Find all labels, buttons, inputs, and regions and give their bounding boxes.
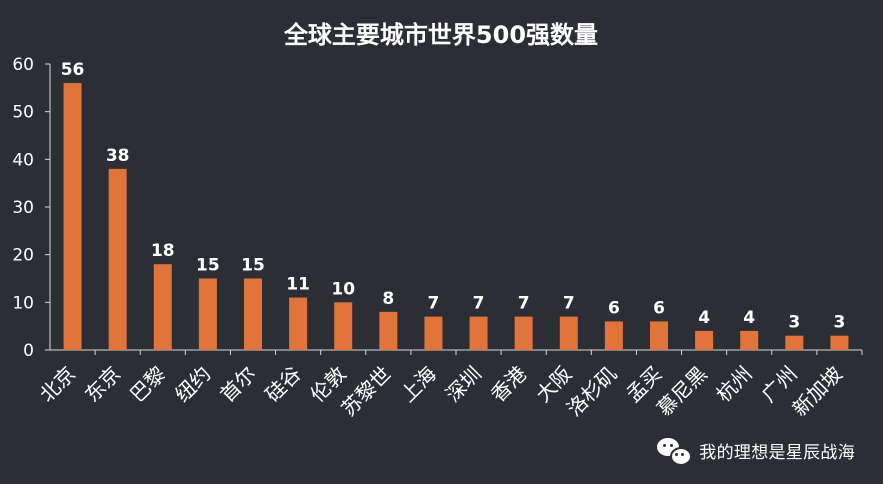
watermark-text: 我的理想是星辰战海	[699, 442, 855, 463]
x-tick-label: 北京	[35, 362, 80, 407]
data-label: 7	[473, 294, 485, 314]
data-label: 7	[428, 294, 440, 314]
watermark: 我的理想是星辰战海	[657, 436, 855, 466]
x-tick-label: 新加坡	[788, 362, 847, 421]
chart-title: 全球主要城市世界500强数量	[283, 21, 598, 49]
bar	[559, 316, 578, 350]
bar	[334, 302, 353, 350]
x-tick-label: 巴黎	[125, 362, 170, 407]
y-tick-label: 10	[12, 293, 34, 313]
data-label: 6	[608, 298, 620, 318]
bar	[244, 278, 262, 350]
data-label: 4	[698, 308, 710, 328]
data-label: 3	[834, 313, 846, 333]
y-tick-label: 30	[12, 198, 34, 218]
data-label: 7	[563, 294, 575, 314]
bar	[785, 335, 804, 350]
bar	[695, 330, 714, 350]
bar	[469, 316, 488, 350]
data-label: 15	[196, 256, 220, 276]
bar	[424, 316, 443, 350]
x-tick-label: 洛杉矶	[562, 362, 621, 421]
bar	[830, 335, 849, 350]
bar	[153, 264, 172, 350]
bar	[650, 321, 668, 350]
bar	[604, 321, 623, 350]
bar	[198, 278, 217, 350]
y-tick-label: 20	[12, 246, 34, 266]
y-tick-label: 40	[12, 150, 34, 170]
x-tick-label: 首尔	[215, 362, 260, 407]
x-tick-label: 纽约	[170, 362, 215, 407]
x-tick-label: 慕尼黑	[652, 362, 711, 421]
data-label: 11	[286, 275, 310, 295]
bar	[289, 297, 308, 350]
data-label: 15	[241, 256, 265, 276]
bar	[63, 83, 82, 351]
x-tick-label: 苏黎世	[336, 362, 395, 421]
data-label: 56	[61, 60, 85, 80]
data-label: 6	[653, 298, 665, 318]
x-tick-label: 硅谷	[260, 362, 305, 407]
data-label: 8	[382, 289, 394, 309]
x-tick-label: 杭州	[712, 362, 757, 407]
bar	[108, 168, 127, 350]
wechat-icon	[657, 436, 693, 466]
x-tick-label: 上海	[396, 362, 441, 407]
y-tick-label: 50	[12, 103, 34, 123]
data-label: 38	[106, 146, 130, 166]
y-tick-label: 60	[12, 55, 34, 75]
data-label: 4	[743, 308, 755, 328]
bar	[379, 311, 398, 350]
x-tick-label: 香港	[486, 362, 531, 407]
x-tick-label: 深圳	[441, 362, 486, 407]
data-label: 10	[331, 279, 355, 299]
y-tick-label: 0	[23, 341, 34, 361]
data-label: 3	[788, 313, 800, 333]
data-label: 7	[518, 294, 530, 314]
data-label: 18	[151, 241, 175, 261]
bar	[740, 330, 759, 350]
bar	[514, 316, 533, 350]
x-tick-label: 东京	[80, 362, 125, 407]
